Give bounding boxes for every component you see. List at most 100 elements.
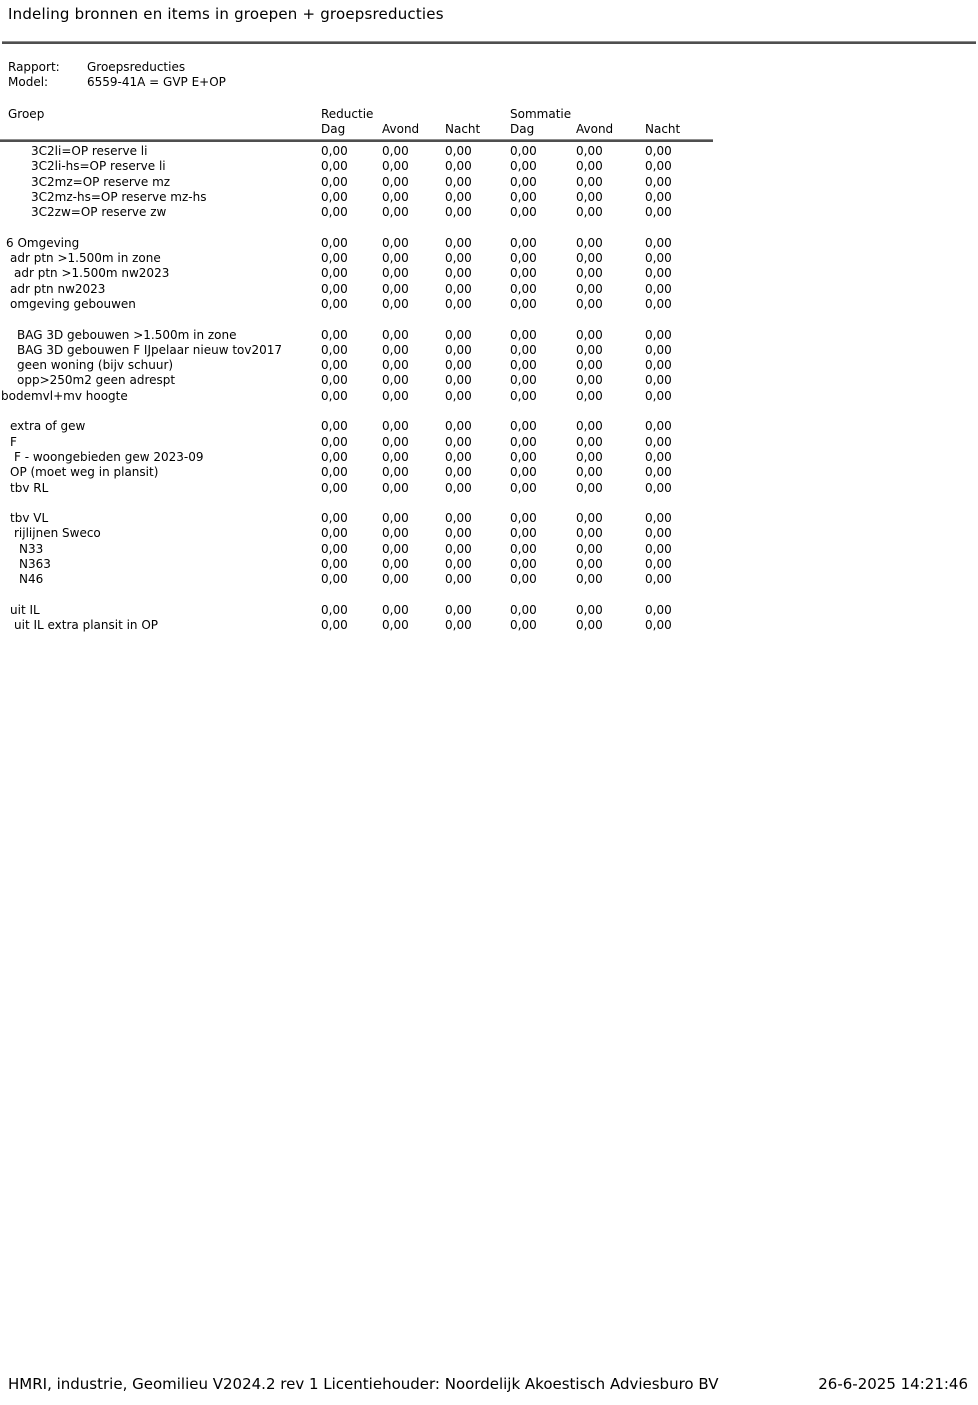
value-cell: 0,00 xyxy=(645,373,672,388)
value-cell: 0,00 xyxy=(382,235,409,250)
value-cell: 0,00 xyxy=(445,434,472,449)
title-divider xyxy=(2,41,976,44)
table-header-sections: Groep Reductie Sommatie xyxy=(0,107,978,122)
table-row: extra of gew 0,00 0,00 0,00 0,00 0,00 0,00 xyxy=(0,419,978,434)
value-cell: 0,00 xyxy=(382,419,409,434)
value-cell: 0,00 xyxy=(445,465,472,480)
page-footer: HMRI, industrie, Geomilieu V2024.2 rev 1… xyxy=(0,1375,978,1394)
value-cell: 0,00 xyxy=(382,526,409,541)
value-cell: 0,00 xyxy=(645,511,672,526)
value-cell: 0,00 xyxy=(382,281,409,296)
value-cell: 0,00 xyxy=(321,266,348,281)
value-cell: 0,00 xyxy=(445,251,472,266)
table-row: N363 0,00 0,00 0,00 0,00 0,00 0,00 xyxy=(0,557,978,572)
value-cell: 0,00 xyxy=(382,327,409,342)
value-cell: 0,00 xyxy=(321,189,348,204)
table-row: OP (moet weg in plansit) 0,00 0,00 0,00 0,00… xyxy=(0,465,978,480)
value-cell: 0,00 xyxy=(321,618,348,633)
group-name-cell: F xyxy=(10,434,17,449)
rapport-label: Rapport: xyxy=(8,60,60,74)
value-cell: 0,00 xyxy=(445,189,472,204)
value-cell: 0,00 xyxy=(382,144,409,158)
value-cell: 0,00 xyxy=(321,251,348,266)
value-cell: 0,00 xyxy=(645,572,672,587)
value-cell: 0,00 xyxy=(445,557,472,572)
value-cell: 0,00 xyxy=(445,449,472,464)
column-header-nacht-sommatie: Nacht xyxy=(645,122,681,136)
group-name-cell: omgeving gebouwen xyxy=(10,296,136,311)
value-cell: 0,00 xyxy=(576,342,603,357)
value-cell: 0,00 xyxy=(576,449,603,464)
report-meta: Rapport: Groepsreducties Model: 6559-41A… xyxy=(8,60,226,90)
value-cell: 0,00 xyxy=(445,618,472,633)
value-cell: 0,00 xyxy=(576,251,603,266)
value-cell: 0,00 xyxy=(576,144,603,158)
group-name-cell: BAG 3D gebouwen >1.500m in zone xyxy=(17,327,237,342)
value-cell: 0,00 xyxy=(445,373,472,388)
model-label: Model: xyxy=(8,75,49,89)
value-cell: 0,00 xyxy=(576,557,603,572)
value-cell: 0,00 xyxy=(576,480,603,495)
group-name-cell: tbv RL xyxy=(10,480,49,495)
value-cell: 0,00 xyxy=(445,602,472,617)
value-cell: 0,00 xyxy=(445,296,472,311)
table-row: tbv VL 0,00 0,00 0,00 0,00 0,00 0,00 xyxy=(0,511,978,526)
value-cell: 0,00 xyxy=(321,144,348,158)
group-name-cell xyxy=(0,312,321,327)
table-row: F 0,00 0,00 0,00 0,00 0,00 0,00 xyxy=(0,435,978,450)
value-cell: 0,00 xyxy=(576,618,603,633)
group-name-cell: 3C2li-hs=OP reserve li xyxy=(31,159,166,174)
value-cell: 0,00 xyxy=(645,235,672,250)
value-cell: 0,00 xyxy=(445,205,472,220)
table-row: 3C2mz-hs=OP reserve mz-hs 0,00 0,00 0,00 0,0… xyxy=(0,190,978,205)
value-cell: 0,00 xyxy=(510,465,537,480)
value-cell: 0,00 xyxy=(445,174,472,189)
model-value: 6559-41A = GVP E+OP xyxy=(87,75,226,89)
value-cell: 0,00 xyxy=(445,480,472,495)
value-cell: 0,00 xyxy=(321,434,348,449)
value-cell: 0,00 xyxy=(382,541,409,556)
group-name-cell: N33 xyxy=(19,541,44,556)
value-cell: 0,00 xyxy=(321,572,348,587)
table-row: BAG 3D gebouwen >1.500m in zone 0,00 0,00 0… xyxy=(0,328,978,343)
value-cell: 0,00 xyxy=(510,205,537,220)
group-name-cell: rijlijnen Sweco xyxy=(14,526,101,541)
value-cell: 0,00 xyxy=(445,342,472,357)
value-cell: 0,00 xyxy=(510,266,537,281)
value-cell: 0,00 xyxy=(645,618,672,633)
value-cell: 0,00 xyxy=(382,373,409,388)
table-row: 3C2mz=OP reserve mz 0,00 0,00 0,00 0,00 0,00 0… xyxy=(0,175,978,190)
value-cell: 0,00 xyxy=(321,373,348,388)
value-cell: 0,00 xyxy=(576,296,603,311)
table-row: rijlijnen Sweco 0,00 0,00 0,00 0,00 0,00 0,00 xyxy=(0,526,978,541)
value-cell: 0,00 xyxy=(576,526,603,541)
value-cell: 0,00 xyxy=(382,205,409,220)
section-header-sommatie: Sommatie xyxy=(510,107,572,121)
value-cell: 0,00 xyxy=(645,419,672,434)
value-cell: 0,00 xyxy=(510,144,537,158)
group-name-cell: 3C2mz=OP reserve mz xyxy=(31,174,171,189)
value-cell: 0,00 xyxy=(321,526,348,541)
value-cell: 0,00 xyxy=(445,266,472,281)
value-cell: 0,00 xyxy=(510,342,537,357)
value-cell: 0,00 xyxy=(645,449,672,464)
table-row: 6 Omgeving 0,00 0,00 0,00 0,00 0,00 0,00 xyxy=(0,236,978,251)
value-cell: 0,00 xyxy=(382,557,409,572)
value-cell: 0,00 xyxy=(382,266,409,281)
column-header-avond-reductie: Avond xyxy=(382,122,420,136)
group-name-cell: 3C2zw=OP reserve zw xyxy=(31,205,167,220)
value-cell: 0,00 xyxy=(321,327,348,342)
value-cell: 0,00 xyxy=(321,465,348,480)
value-cell: 0,00 xyxy=(510,189,537,204)
table-row: N33 0,00 0,00 0,00 0,00 0,00 0,00 xyxy=(0,542,978,557)
group-name-cell: F - woongebieden gew 2023-09 xyxy=(14,449,204,464)
value-cell: 0,00 xyxy=(645,281,672,296)
value-cell: 0,00 xyxy=(645,205,672,220)
section-header-reductie: Reductie xyxy=(321,107,374,121)
value-cell: 0,00 xyxy=(382,618,409,633)
value-cell: 0,00 xyxy=(645,526,672,541)
table-row: adr ptn >1.500m in zone 0,00 0,00 0,00 0,00 0… xyxy=(0,251,978,266)
value-cell: 0,00 xyxy=(445,327,472,342)
group-name-cell: uit IL extra plansit in OP xyxy=(14,618,159,633)
value-cell: 0,00 xyxy=(510,434,537,449)
